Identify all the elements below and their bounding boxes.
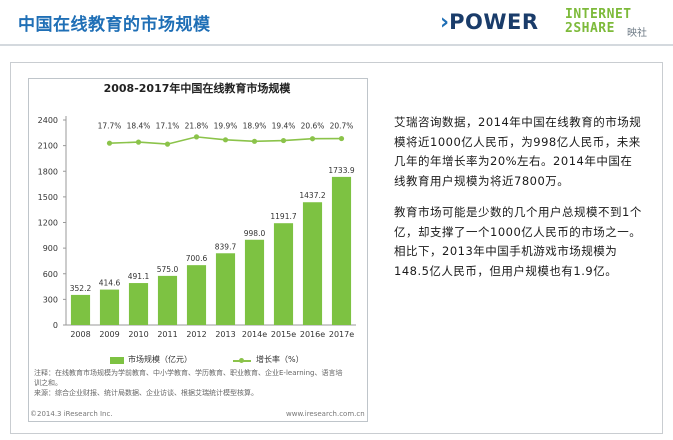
website: www.iresearch.com.cn — [286, 410, 365, 418]
y-tick-label: 600 — [43, 270, 58, 279]
x-tick-label: 2009 — [99, 330, 119, 339]
bar-value-label: 414.6 — [99, 279, 121, 288]
chart-title: 2008-2017年中国在线教育市场规模 — [103, 82, 291, 95]
bar-2013 — [215, 253, 236, 325]
bar-2012 — [186, 265, 207, 325]
internet2share-logo-line1: INTERNET — [565, 7, 632, 22]
bar-value-label: 839.7 — [215, 242, 237, 251]
growth-label: 21.8% — [185, 122, 209, 131]
legend-line-label: 增长率（%） — [256, 355, 304, 364]
growth-label: 20.6% — [301, 122, 325, 131]
legend-bar-swatch — [110, 357, 124, 364]
bar-value-label: 575.0 — [157, 265, 179, 274]
growth-label: 18.9% — [243, 122, 267, 131]
y-tick-label: 300 — [43, 295, 58, 304]
x-tick-label: 2017e — [329, 330, 354, 339]
bar-value-label: 1733.9 — [328, 166, 354, 175]
growth-label: 18.4% — [127, 122, 151, 131]
y-tick-label: 0 — [53, 321, 58, 330]
x-tick-label: 2015e — [271, 330, 296, 339]
x-tick-label: 2010 — [128, 330, 148, 339]
bar-value-label: 1437.2 — [299, 191, 325, 200]
header-divider — [0, 44, 673, 46]
bar-2016e — [302, 202, 323, 325]
bar-2011 — [157, 275, 178, 325]
bar-value-label: 998.0 — [244, 229, 266, 238]
growth-label: 20.7% — [330, 122, 354, 131]
growth-label: 19.9% — [214, 122, 238, 131]
bar-2010 — [128, 283, 149, 325]
x-tick-label: 2011 — [157, 330, 177, 339]
page-title: 中国在线教育的市场规模 — [18, 15, 211, 35]
description-paragraph-1: 艾瑞咨询数据，2014年中国在线教育的市场规模将近1000亿人民币，为998亿人… — [394, 115, 642, 188]
internet2share-logo-line2: 2SHARE — [565, 21, 615, 36]
growth-point-2013 — [222, 137, 229, 143]
x-tick-label: 2008 — [70, 330, 90, 339]
growth-point-2016e — [309, 136, 316, 142]
growth-label: 17.1% — [156, 122, 180, 131]
x-tick-label: 2012 — [186, 330, 206, 339]
copyright: ©2014.3 iResearch Inc. — [30, 410, 113, 418]
note-line-2: 训之和。 — [34, 379, 62, 387]
bar-2008 — [70, 294, 91, 325]
header: 中国在线教育的市场规模 ›POWER INTERNET 2SHARE 映社 — [0, 0, 673, 50]
y-tick-label: 900 — [43, 244, 58, 253]
growth-point-2017e — [338, 135, 345, 142]
bar-value-label: 700.6 — [186, 254, 208, 263]
x-tick-label: 2016e — [300, 330, 325, 339]
legend-line-dot — [239, 358, 244, 363]
note-source: 来源：综合企业财报、统计局数据、企业访谈、根据艾瑞统计模型核算。 — [34, 389, 258, 397]
x-tick-label: 2014e — [242, 330, 267, 339]
growth-point-2009 — [106, 140, 113, 146]
bar-2017e — [331, 176, 352, 325]
internet2share-logo: INTERNET 2SHARE — [565, 8, 632, 36]
bar-2015e — [273, 223, 294, 325]
description-paragraph-2: 教育市场可能是少数的几个用户总规模不到1个亿，却支撑了一个1000亿人民币的市场… — [394, 205, 642, 278]
growth-point-2010 — [135, 139, 142, 145]
bar-2009 — [99, 289, 120, 325]
legend-bar-label: 市场规模（亿元） — [128, 355, 192, 364]
growth-label: 17.7% — [98, 122, 122, 131]
growth-point-2011 — [164, 141, 171, 147]
bar-2014e — [244, 239, 265, 325]
internet2share-logo-suffix: 映社 — [627, 28, 647, 39]
growth-point-2012 — [193, 134, 200, 140]
y-tick-label: 1500 — [38, 193, 58, 202]
growth-point-2014e — [251, 138, 258, 144]
y-tick-label: 2400 — [38, 116, 58, 125]
y-tick-label: 1200 — [38, 219, 58, 228]
y-tick-label: 2100 — [38, 142, 58, 151]
growth-label: 19.4% — [272, 122, 296, 131]
x-tick-label: 2013 — [215, 330, 235, 339]
power-logo: ›POWER — [440, 10, 539, 35]
power-chevron-icon: › — [440, 10, 450, 35]
note-line-1: 注释：在线教育市场规模为学前教育、中小学教育、学历教育、职业教育、企业E-lea… — [34, 369, 343, 377]
growth-point-2015e — [280, 137, 287, 144]
description-text: 艾瑞咨询数据，2014年中国在线教育的市场规模将近1000亿人民币，为998亿人… — [394, 113, 644, 293]
y-tick-label: 1800 — [38, 167, 58, 176]
bar-value-label: 352.2 — [70, 284, 92, 293]
bar-value-label: 491.1 — [128, 272, 150, 281]
chart-notes: 注释：在线教育市场规模为学前教育、中小学教育、学历教育、职业教育、企业E-lea… — [34, 368, 359, 398]
power-logo-text: POWER — [449, 10, 539, 34]
bar-value-label: 1191.7 — [270, 212, 296, 221]
